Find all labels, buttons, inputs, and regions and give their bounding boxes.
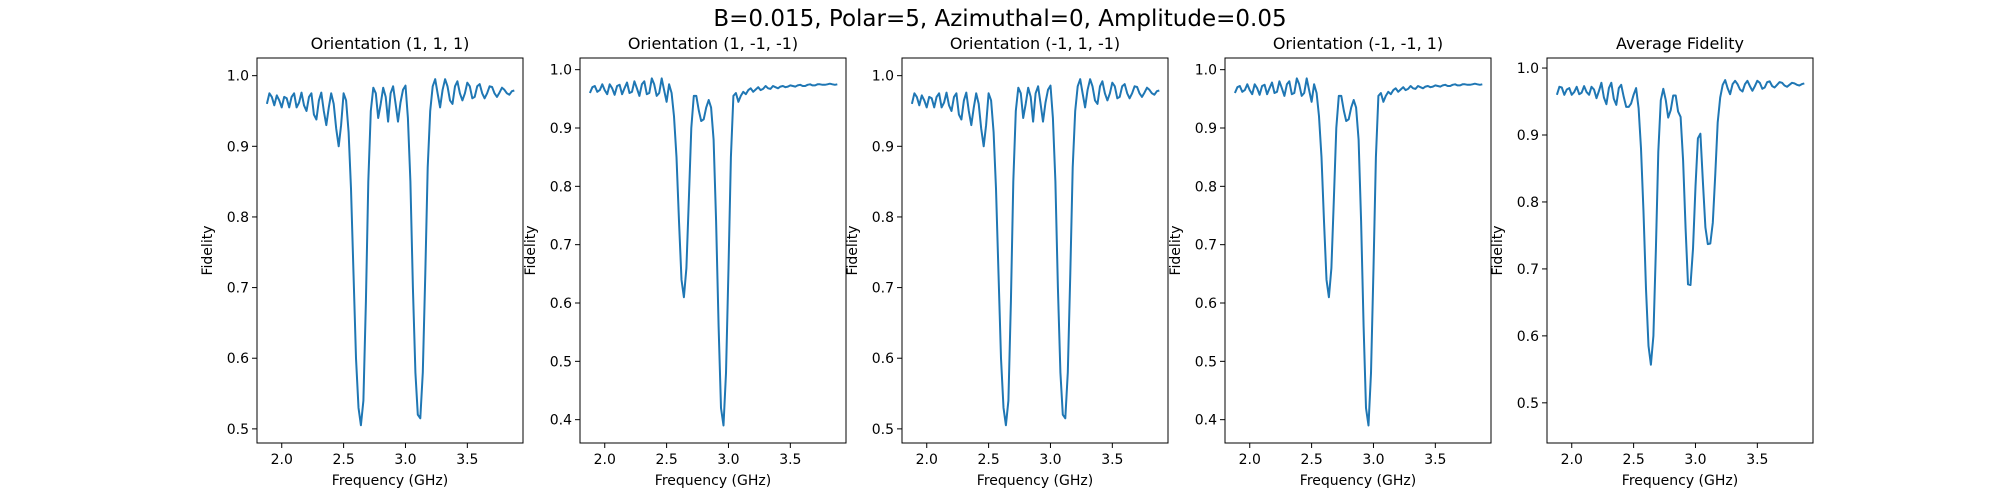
x-axis-label: Frequency (GHz) [1300,473,1416,489]
y-axis-label: Fidelity [523,226,539,276]
y-tick-label: 0.5 [1517,396,1539,412]
x-tick-label: 3.0 [1684,452,1706,468]
x-axis-label: Frequency (GHz) [332,473,448,489]
axes-frame [579,57,847,444]
x-tick-label: 2.5 [332,452,354,468]
x-tick-label: 2.0 [1561,452,1583,468]
y-tick-label: 1.0 [227,69,249,85]
axes-frame [1546,57,1814,444]
y-tick-label: 0.8 [1195,179,1217,195]
x-tick-label: 3.0 [394,452,416,468]
x-tick-label: 3.0 [1362,452,1384,468]
y-tick-label: 1.0 [550,63,572,79]
x-axis-label: Frequency (GHz) [977,473,1093,489]
subplot-title: Orientation (1, -1, -1) [628,34,798,53]
subplot-title: Orientation (1, 1, 1) [311,34,470,53]
y-tick-label: 0.8 [872,210,894,226]
y-tick-label: 0.6 [550,296,572,312]
y-tick-label: 0.6 [1517,329,1539,345]
y-tick-label: 0.6 [872,351,894,367]
subplot-title: Average Fidelity [1616,34,1744,53]
x-tick-label: 2.5 [1300,452,1322,468]
x-tick-label: 3.5 [456,452,478,468]
y-axis-label: Fidelity [200,226,216,276]
y-axis-label: Fidelity [1490,226,1506,276]
x-tick-label: 2.5 [1622,452,1644,468]
y-tick-label: 0.7 [1195,238,1217,254]
x-tick-label: 3.0 [1039,452,1061,468]
series-line [265,78,515,427]
y-tick-label: 0.7 [872,281,894,297]
subplot-4: 2.0 2.5 3.0 3.5 0.4 0.5 0.6 0.7 0.8 0.9 1.0 Orienta… [1168,34,1492,489]
y-tick-label: 1.0 [1517,61,1539,77]
y-tick-label: 0.9 [550,121,572,137]
y-tick-label: 1.0 [1195,63,1217,79]
y-tick-label: 0.5 [550,354,572,370]
series-line [910,78,1160,427]
axes-frame [1224,57,1492,444]
x-tick-label: 2.0 [594,452,616,468]
y-tick-label: 0.5 [1195,354,1217,370]
y-tick-label: 0.4 [550,413,572,429]
x-axis-label: Frequency (GHz) [1622,473,1738,489]
y-tick-label: 0.9 [872,139,894,155]
subplot-2: 2.0 2.5 3.0 3.5 0.4 0.5 0.6 0.7 0.8 0.9 1.0 Orienta… [523,34,847,489]
y-tick-label: 0.6 [227,351,249,367]
y-tick-label: 0.7 [1517,262,1539,278]
series-line [1233,77,1483,427]
subplot-title: Orientation (-1, -1, 1) [1273,34,1443,53]
y-axis-label: Fidelity [845,226,861,276]
y-tick-label: 0.8 [550,179,572,195]
x-tick-label: 3.5 [1424,452,1446,468]
y-tick-label: 0.9 [227,139,249,155]
subplot-title: Orientation (-1, 1, -1) [950,34,1120,53]
y-tick-label: 0.7 [550,238,572,254]
y-tick-label: 1.0 [872,69,894,85]
x-tick-label: 3.5 [779,452,801,468]
y-tick-label: 0.9 [1195,121,1217,137]
x-axis-label: Frequency (GHz) [655,473,771,489]
axes-frame [901,57,1169,444]
y-tick-label: 0.4 [1195,413,1217,429]
series-line [1555,79,1805,366]
axes-frame [256,57,524,444]
subplot-1: 2.0 2.5 3.0 3.5 0.5 0.6 0.7 0.8 0.9 1.0 Orientatio… [200,34,524,489]
x-tick-label: 2.0 [1239,452,1261,468]
y-tick-label: 0.5 [872,422,894,438]
subplot-3: 2.0 2.5 3.0 3.5 0.5 0.6 0.7 0.8 0.9 1.0 Orientatio… [845,34,1169,489]
y-tick-label: 0.8 [227,210,249,226]
y-tick-label: 0.9 [1517,128,1539,144]
x-tick-label: 3.5 [1101,452,1123,468]
x-tick-label: 3.5 [1746,452,1768,468]
x-tick-label: 2.5 [977,452,999,468]
x-tick-label: 3.0 [717,452,739,468]
y-tick-label: 0.6 [1195,296,1217,312]
y-tick-label: 0.7 [227,281,249,297]
figure-suptitle: B=0.015, Polar=5, Azimuthal=0, Amplitude… [713,6,1287,32]
x-tick-label: 2.0 [271,452,293,468]
x-tick-label: 2.5 [655,452,677,468]
series-line [588,77,838,427]
y-tick-label: 0.5 [227,422,249,438]
y-tick-label: 0.8 [1517,195,1539,211]
y-axis-label: Fidelity [1168,226,1184,276]
x-tick-label: 2.0 [916,452,938,468]
subplot-5: 2.0 2.5 3.0 3.5 0.5 0.6 0.7 0.8 0.9 1.0 Average Fi… [1490,34,1814,489]
